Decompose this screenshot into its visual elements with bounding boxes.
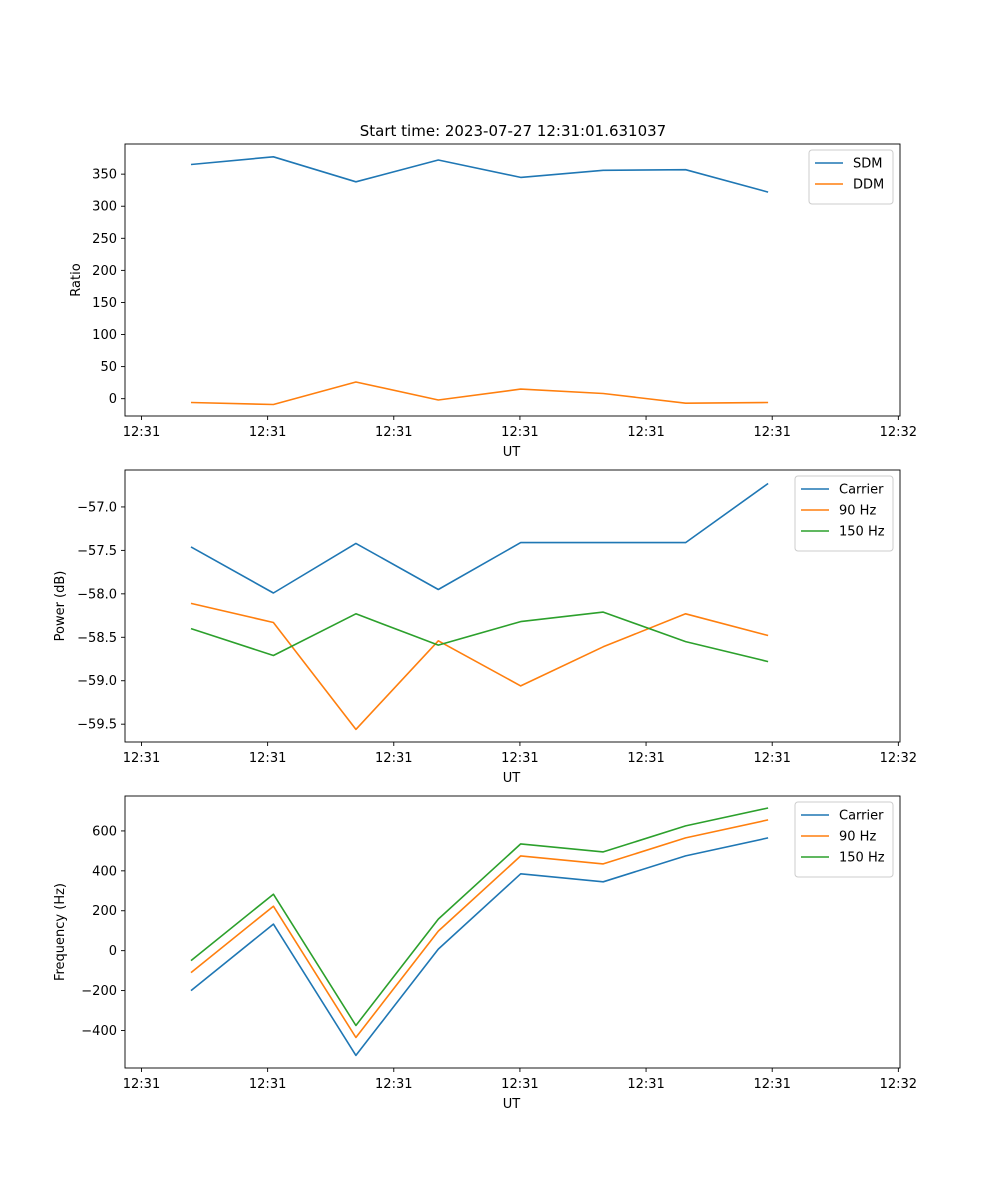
axes-frame — [124, 143, 901, 417]
legend-box — [794, 801, 894, 878]
subplot-2: 12:31 12:31 12:31 12:31 12:31 12:31 12:32 UT −59… — [53, 469, 917, 786]
legend-box — [794, 475, 894, 552]
series-line-ddm — [190, 381, 769, 406]
x-tick-label: 12:31 — [123, 751, 160, 766]
x-tick-label: 12:32 — [880, 751, 917, 766]
x-tick-label: 12:31 — [501, 1077, 538, 1092]
legend-label: DDM — [853, 178, 884, 193]
x-axis-label: UT — [503, 771, 521, 786]
subplot-1: 12:31 12:31 12:31 12:31 12:31 12:31 12:32 UT 0 50… — [69, 143, 917, 460]
x-tick-label: 12:31 — [375, 751, 412, 766]
x-tick-label: 12:31 — [123, 425, 160, 440]
series-line-carrier — [190, 482, 769, 594]
y-tick-label: 300 — [92, 200, 117, 215]
y-tick-label: −59.5 — [77, 718, 117, 733]
y-tick-label: −57.5 — [77, 544, 117, 559]
y-tick-label: −57.0 — [77, 500, 117, 515]
y-tick-label: 250 — [92, 232, 117, 247]
x-tick-label: 12:31 — [753, 425, 790, 440]
y-tick-label: −200 — [81, 984, 117, 999]
axes-frame — [124, 795, 901, 1069]
series-line-carrier — [190, 837, 769, 1057]
figure-title: Start time: 2023-07-27 12:31:01.631037 — [360, 122, 666, 140]
legend: Carrier 90 Hz 150 Hz — [794, 475, 894, 552]
x-tick-label: 12:31 — [627, 425, 664, 440]
x-tick-label: 12:32 — [880, 1077, 917, 1092]
y-tick-label: −58.5 — [77, 631, 117, 646]
series-line-150-hz — [190, 611, 769, 663]
legend-label: 90 Hz — [839, 504, 876, 519]
y-tick-label: 350 — [92, 168, 117, 183]
x-tick-label: 12:32 — [880, 425, 917, 440]
series-line-90-hz — [190, 819, 769, 1039]
x-axis-label: UT — [503, 445, 521, 460]
y-tick-label: −59.0 — [77, 674, 117, 689]
subplot-3: 12:31 12:31 12:31 12:31 12:31 12:31 12:32 UT −40… — [53, 795, 917, 1112]
legend-label: Carrier — [839, 809, 884, 824]
legend: Carrier 90 Hz 150 Hz — [794, 801, 894, 878]
x-axis-label: UT — [503, 1097, 521, 1112]
y-tick-label: 200 — [92, 904, 117, 919]
x-tick-label: 12:31 — [249, 1077, 286, 1092]
x-tick-label: 12:31 — [753, 1077, 790, 1092]
y-axis-label: Frequency (Hz) — [53, 883, 68, 981]
y-tick-label: 50 — [100, 360, 117, 375]
y-axis-label: Power (dB) — [53, 571, 68, 642]
x-tick-label: 12:31 — [375, 1077, 412, 1092]
x-tick-label: 12:31 — [123, 1077, 160, 1092]
y-tick-label: −400 — [81, 1024, 117, 1039]
y-tick-label: 600 — [92, 824, 117, 839]
y-tick-label: 200 — [92, 264, 117, 279]
series-line-150-hz — [190, 807, 769, 1027]
legend-label: 150 Hz — [839, 851, 885, 866]
x-tick-label: 12:31 — [501, 751, 538, 766]
y-tick-label: 0 — [109, 944, 117, 959]
y-tick-label: 0 — [109, 392, 117, 407]
y-axis-label: Ratio — [69, 263, 84, 296]
x-tick-label: 12:31 — [753, 751, 790, 766]
plots-container: 12:31 12:31 12:31 12:31 12:31 12:31 12:32 UT 0 50… — [53, 143, 917, 1112]
legend: SDM DDM — [808, 149, 894, 205]
legend-label: 90 Hz — [839, 830, 876, 845]
legend-label: Carrier — [839, 483, 884, 498]
x-tick-label: 12:31 — [375, 425, 412, 440]
y-tick-label: 100 — [92, 328, 117, 343]
x-tick-label: 12:31 — [627, 1077, 664, 1092]
series-line-sdm — [190, 156, 769, 193]
x-tick-label: 12:31 — [249, 425, 286, 440]
x-tick-label: 12:31 — [249, 751, 286, 766]
axes-frame — [124, 469, 901, 743]
y-tick-label: 400 — [92, 864, 117, 879]
y-tick-label: −58.0 — [77, 587, 117, 602]
legend-label: SDM — [853, 157, 882, 172]
legend-label: 150 Hz — [839, 525, 885, 540]
series-line-90-hz — [190, 602, 769, 731]
y-tick-label: 150 — [92, 296, 117, 311]
x-tick-label: 12:31 — [627, 751, 664, 766]
x-tick-label: 12:31 — [501, 425, 538, 440]
